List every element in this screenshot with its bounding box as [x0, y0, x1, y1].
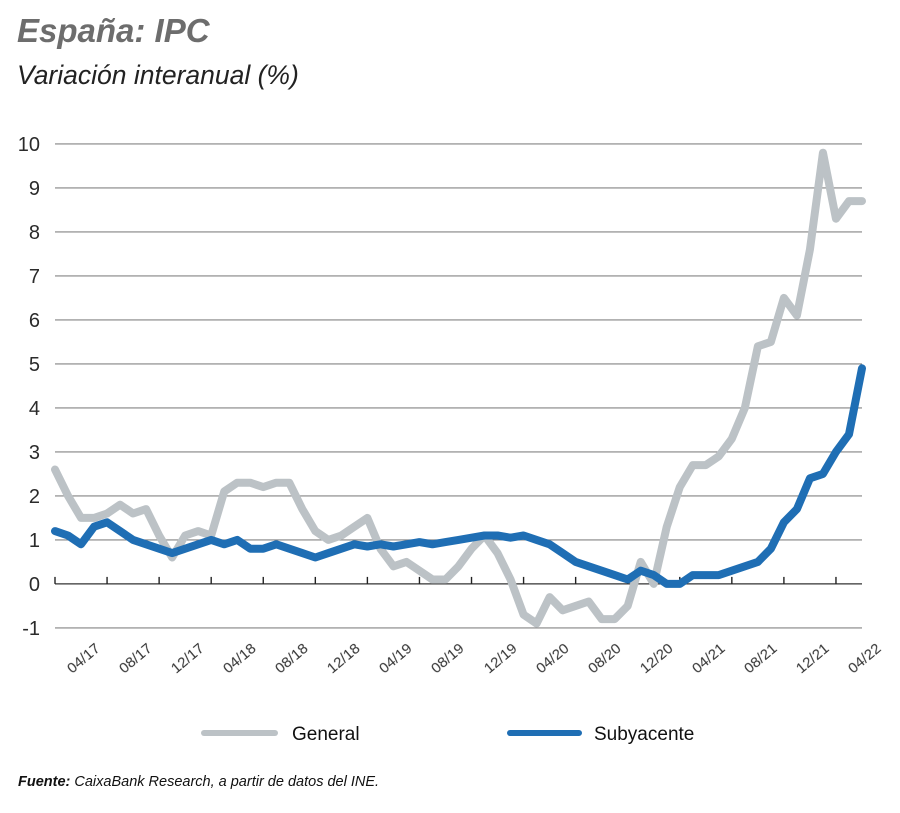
svg-text:2: 2	[29, 486, 40, 508]
svg-text:-1: -1	[22, 618, 40, 640]
svg-text:10: 10	[18, 134, 40, 156]
svg-text:8: 8	[29, 222, 40, 244]
svg-text:5: 5	[29, 354, 40, 376]
svg-text:1: 1	[29, 530, 40, 552]
svg-text:3: 3	[29, 442, 40, 464]
svg-text:7: 7	[29, 266, 40, 288]
svg-text:Subyacente: Subyacente	[594, 724, 694, 745]
svg-text:General: General	[292, 724, 360, 745]
svg-text:6: 6	[29, 310, 40, 332]
svg-text:0: 0	[29, 574, 40, 596]
svg-text:9: 9	[29, 178, 40, 200]
svg-text:4: 4	[29, 398, 40, 420]
